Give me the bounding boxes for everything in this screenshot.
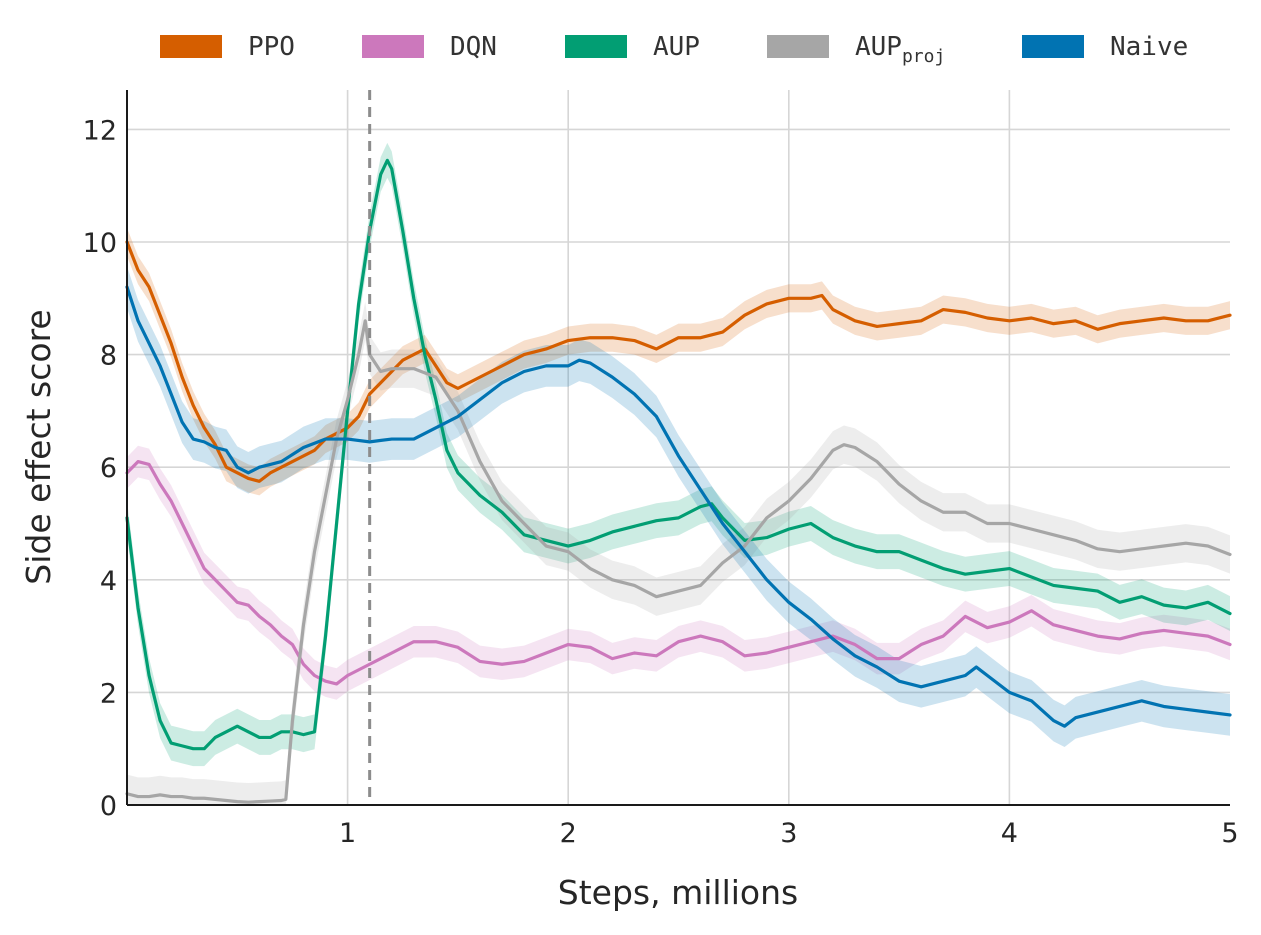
legend-label-2: AUP [653, 32, 700, 62]
legend-swatch-4 [1022, 35, 1084, 58]
x-axis-title: Steps, millions [558, 873, 798, 912]
y-axis-title: Side effect score [19, 309, 58, 584]
legend-item-3: AUPproj [767, 32, 945, 67]
legend-swatch-2 [565, 35, 627, 58]
y-tick-label-6: 12 [83, 115, 117, 146]
band-naive [127, 266, 1230, 748]
legend-item-0: PPO [160, 32, 295, 62]
legend-item-2: AUP [565, 32, 700, 62]
x-tick-label-3: 4 [1001, 818, 1018, 849]
y-tick-label-4: 8 [100, 341, 117, 372]
line-ppo [125, 240, 1232, 483]
line-dqn [125, 459, 1232, 686]
legend-label-4: Naive [1110, 32, 1188, 62]
y-tick-label-1: 2 [100, 678, 117, 709]
legend-item-1: DQN [362, 32, 497, 62]
y-tick-label-0: 0 [100, 791, 117, 822]
legend-swatch-0 [160, 35, 222, 58]
line-aup [125, 158, 1232, 751]
line-aup-proj [125, 319, 1232, 804]
band-dqn [127, 445, 1230, 700]
legend-swatch-1 [362, 35, 424, 58]
legend: PPO DQN AUP AUPproj Naive [160, 32, 1188, 67]
legend-label-0: PPO [248, 32, 295, 62]
x-tick-label-2: 3 [780, 818, 797, 849]
y-tick-label-3: 6 [100, 453, 117, 484]
x-tick-label-0: 1 [339, 818, 356, 849]
axes [126, 90, 1230, 806]
y-tick-label-5: 10 [83, 228, 117, 259]
x-tick-label-1: 2 [560, 818, 577, 849]
legend-swatch-3 [767, 35, 829, 58]
legend-item-4: Naive [1022, 32, 1188, 62]
legend-label-1: DQN [450, 32, 497, 62]
legend-label-3: AUPproj [855, 32, 945, 67]
series-lines [125, 158, 1232, 804]
line-naive [125, 285, 1232, 728]
y-tick-label-2: 4 [100, 566, 117, 597]
x-tick-label-4: 5 [1221, 818, 1238, 849]
